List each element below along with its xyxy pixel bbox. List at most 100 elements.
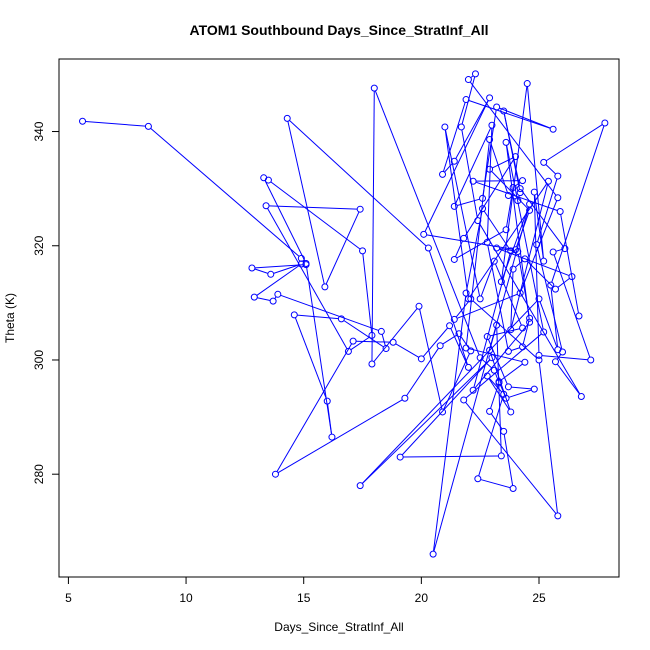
data-point (540, 158, 548, 166)
data-point (439, 170, 447, 178)
series-segment (503, 113, 521, 190)
data-point (424, 244, 432, 252)
data-point (450, 202, 458, 210)
data-point (441, 123, 449, 131)
data-point (297, 260, 305, 268)
series-segment (455, 127, 492, 204)
series-segment (433, 206, 530, 552)
data-point (568, 273, 576, 281)
series-segment (395, 343, 420, 358)
series-segment (505, 145, 530, 320)
data-point (504, 347, 512, 355)
data-point (551, 285, 559, 293)
series-segment (517, 254, 530, 316)
series-segment (508, 389, 532, 398)
series-segment (422, 327, 449, 357)
data-point (577, 393, 585, 401)
series-segment (495, 263, 522, 326)
series-segment (486, 128, 493, 240)
data-point (504, 383, 512, 391)
data-point (446, 322, 454, 330)
series-segment (536, 247, 563, 350)
series-segment (455, 240, 463, 257)
series-segment (444, 129, 469, 296)
data-point (509, 484, 517, 492)
series-segment (256, 265, 300, 296)
data-point (467, 295, 475, 303)
series-segment (356, 340, 391, 343)
series-segment (545, 124, 603, 162)
data-point (457, 123, 465, 131)
series-segment (465, 333, 542, 399)
x-tick-label: 25 (532, 591, 546, 605)
data-point (462, 96, 470, 104)
data-point (356, 482, 364, 490)
data-point (264, 176, 272, 184)
series-segment (277, 399, 403, 474)
series-segment (254, 268, 269, 274)
data-point (483, 372, 491, 380)
data-point (356, 205, 364, 213)
data-point (561, 245, 569, 253)
y-axis-label: Theta (K) (3, 293, 17, 343)
data-point (455, 330, 463, 338)
series-segment (428, 250, 468, 365)
y-axis: 280 300 320 340 (32, 121, 59, 484)
data-point (469, 386, 477, 394)
data-point (439, 408, 447, 416)
data-point (450, 315, 458, 323)
data-point (509, 265, 517, 273)
data-point (509, 184, 517, 192)
data-point (556, 207, 564, 215)
data-point (274, 290, 282, 298)
data-point (271, 470, 279, 478)
data-point (479, 194, 487, 202)
series-segment (289, 120, 427, 247)
data-point (495, 378, 503, 386)
data-point (368, 360, 376, 368)
data-point (429, 550, 437, 558)
data-point (493, 321, 501, 329)
data-point (328, 433, 336, 441)
series-segment (480, 263, 494, 297)
data-point (450, 255, 458, 263)
data-point (493, 103, 501, 111)
series-segment (511, 386, 532, 390)
series-segment (350, 336, 370, 351)
series-segment (556, 363, 580, 395)
series-segment (557, 278, 570, 288)
series-segment (276, 343, 353, 472)
series-segment (476, 180, 520, 182)
data-point (262, 202, 270, 210)
series-segment (555, 248, 563, 252)
data-point (559, 348, 567, 356)
data-point (450, 157, 458, 165)
series-segment (488, 377, 503, 393)
data-point (554, 194, 562, 202)
series-segment (457, 198, 480, 207)
series-segment (520, 200, 558, 291)
series-segment (475, 181, 558, 211)
data-point (302, 259, 310, 267)
data-point (401, 394, 409, 402)
series-segment (499, 384, 506, 396)
data-point (490, 257, 498, 265)
series-segment (492, 157, 513, 169)
data-point (535, 295, 543, 303)
data-point (516, 185, 524, 193)
data-point (502, 226, 510, 234)
data-point (486, 165, 494, 173)
data-point (547, 281, 555, 289)
data-point (474, 475, 482, 483)
series-segment (85, 120, 146, 127)
y-tick-label: 340 (32, 121, 46, 141)
series-segment (297, 314, 339, 320)
data-point (587, 356, 595, 364)
series-segment (478, 396, 504, 477)
series-segment (551, 125, 605, 283)
series-segment (269, 205, 358, 210)
series-segment (490, 352, 511, 410)
data-point (500, 390, 508, 398)
data-point (504, 191, 512, 199)
data-point (436, 342, 444, 350)
